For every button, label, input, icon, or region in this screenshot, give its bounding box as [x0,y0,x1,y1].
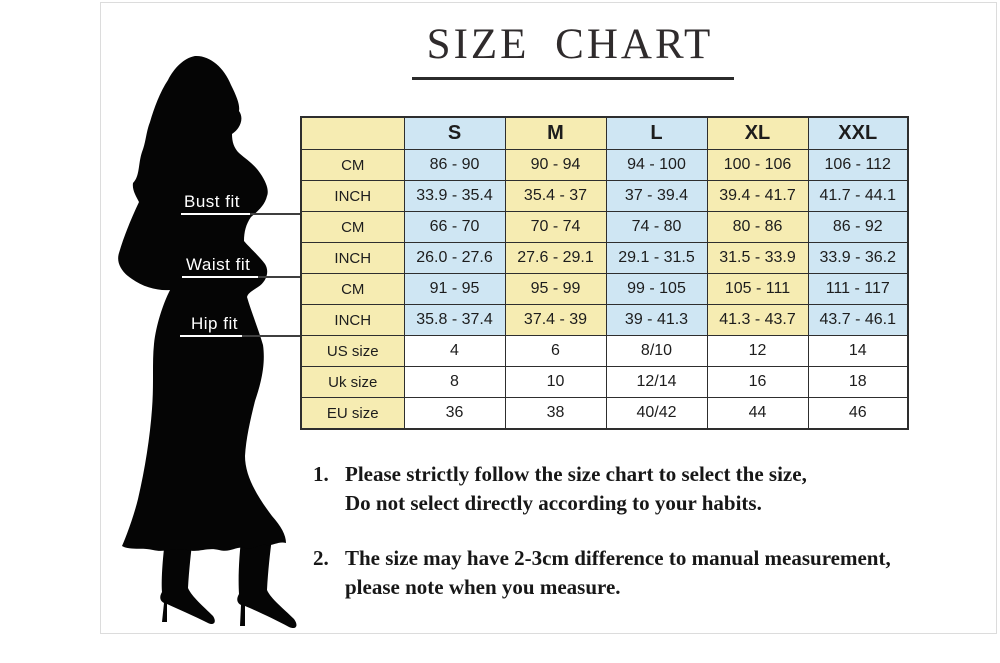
woman-silhouette-figure [118,55,297,629]
size-cell: 40/42 [605,397,708,430]
header-cell-s: S [403,116,506,150]
eu-size-row: EU size 36 38 40/42 44 46 [300,397,909,430]
note-item-2: 2. The size may have 2-3cm difference to… [313,544,983,602]
size-cell: 66 - 70 [403,211,506,243]
row-label-cell: Uk size [300,366,405,398]
row-label-cell: INCH [300,304,405,336]
header-cell-xxl: XXL [807,116,909,150]
size-cell: 37.4 - 39 [504,304,607,336]
size-cell: 12/14 [605,366,708,398]
size-cell: 37 - 39.4 [605,180,708,212]
size-cell: 14 [807,335,909,367]
size-cell: 33.9 - 35.4 [403,180,506,212]
size-cell: 105 - 111 [706,273,809,305]
size-cell: 94 - 100 [605,149,708,181]
row-label-cell: CM [300,149,405,181]
size-cell: 33.9 - 36.2 [807,242,909,274]
size-cell: 74 - 80 [605,211,708,243]
size-cell: 18 [807,366,909,398]
us-size-row: US size 4 6 8/10 12 14 [300,335,909,367]
hip-cm-row: CM 91 - 95 95 - 99 99 - 105 105 - 111 11… [300,273,909,305]
note-line: Please strictly follow the size chart to… [345,462,807,486]
header-corner-cell [300,116,405,150]
note-text: The size may have 2-3cm difference to ma… [345,544,983,602]
hip-inch-row: INCH 35.8 - 37.4 37.4 - 39 39 - 41.3 41.… [300,304,909,336]
size-cell: 35.4 - 37 [504,180,607,212]
size-cell: 39.4 - 41.7 [706,180,809,212]
bust-fit-underline [181,213,250,215]
row-label-cell: CM [300,211,405,243]
size-cell: 36 [403,397,506,430]
size-cell: 38 [504,397,607,430]
note-line: The size may have 2-3cm difference to ma… [345,546,891,570]
size-cell: 90 - 94 [504,149,607,181]
right-leg-shape [237,532,297,629]
note-item-1: 1. Please strictly follow the size chart… [313,460,983,518]
size-cell: 80 - 86 [706,211,809,243]
bust-fit-label: Bust fit [184,192,240,211]
size-cell: 44 [706,397,809,430]
size-cell: 35.8 - 37.4 [403,304,506,336]
row-label-cell: EU size [300,397,405,430]
page-title: SIZE CHART [426,21,714,68]
size-cell: 29.1 - 31.5 [605,242,708,274]
note-text: Please strictly follow the size chart to… [345,460,983,518]
note-line: Do not select directly according to your… [345,491,762,515]
row-label-cell: CM [300,273,405,305]
size-cell: 106 - 112 [807,149,909,181]
size-cell: 86 - 90 [403,149,506,181]
size-cell: 6 [504,335,607,367]
size-cell: 39 - 41.3 [605,304,708,336]
waist-fit-label: Waist fit [186,255,251,274]
size-cell: 100 - 106 [706,149,809,181]
hip-fit-label: Hip fit [191,314,238,333]
size-cell: 27.6 - 29.1 [504,242,607,274]
size-cell: 111 - 117 [807,273,909,305]
size-cell: 46 [807,397,909,430]
header-cell-xl: XL [706,116,809,150]
size-cell: 70 - 74 [504,211,607,243]
size-cell: 43.7 - 46.1 [807,304,909,336]
row-label-cell: INCH [300,180,405,212]
size-cell: 99 - 105 [605,273,708,305]
size-cell: 31.5 - 33.9 [706,242,809,274]
size-cell: 8 [403,366,506,398]
row-label-cell: INCH [300,242,405,274]
size-cell: 95 - 99 [504,273,607,305]
size-cell: 41.3 - 43.7 [706,304,809,336]
size-cell: 86 - 92 [807,211,909,243]
bust-cm-row: CM 86 - 90 90 - 94 94 - 100 100 - 106 10… [300,149,909,181]
header-cell-m: M [504,116,607,150]
body-dress-shape [118,55,286,551]
row-label-cell: US size [300,335,405,367]
waist-inch-row: INCH 26.0 - 27.6 27.6 - 29.1 29.1 - 31.5… [300,242,909,274]
header-cell-l: L [605,116,708,150]
size-cell: 4 [403,335,506,367]
note-line: please note when you measure. [345,575,621,599]
note-number: 1. [313,462,329,486]
header-row: S M L XL XXL [300,116,909,150]
notes-section: 1. Please strictly follow the size chart… [313,460,983,628]
note-number: 2. [313,546,329,570]
bust-inch-row: INCH 33.9 - 35.4 35.4 - 37 37 - 39.4 39.… [300,180,909,212]
page-frame-border [100,2,997,634]
waist-cm-row: CM 66 - 70 70 - 74 74 - 80 80 - 86 86 - … [300,211,909,243]
title-underline [412,77,734,80]
size-table: S M L XL XXL CM 86 - 90 90 - 94 94 - 100… [300,116,909,430]
size-cell: 10 [504,366,607,398]
left-leg-shape [160,532,215,625]
uk-size-row: Uk size 8 10 12/14 16 18 [300,366,909,398]
size-cell: 12 [706,335,809,367]
size-cell: 16 [706,366,809,398]
size-cell: 8/10 [605,335,708,367]
hip-fit-underline [180,335,242,337]
size-cell: 91 - 95 [403,273,506,305]
waist-fit-underline [182,276,258,278]
size-cell: 26.0 - 27.6 [403,242,506,274]
size-cell: 41.7 - 44.1 [807,180,909,212]
